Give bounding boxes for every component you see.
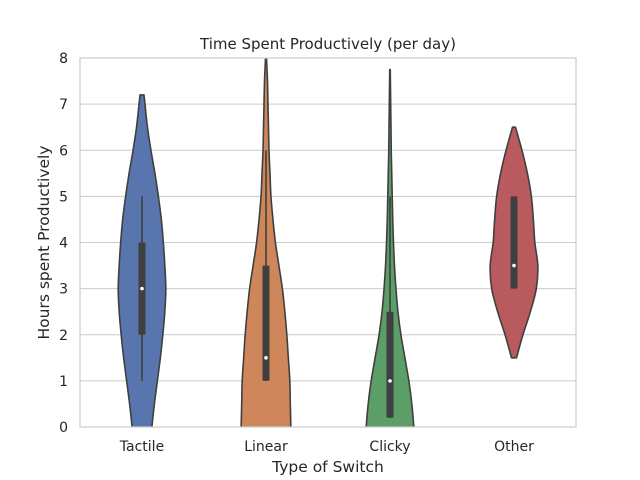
x-tick-labels: Tactile Linear Clicky Other	[119, 439, 534, 455]
median-point	[264, 356, 268, 360]
iqr-box	[510, 196, 518, 289]
plot-frame	[79, 57, 577, 428]
violin-clicky	[365, 68, 415, 427]
y-tick-label: 3	[59, 282, 68, 298]
violin-linear	[240, 58, 292, 427]
x-tick-label: Other	[494, 439, 534, 455]
y-tick-label: 8	[59, 51, 68, 67]
y-tick-label: 4	[59, 236, 68, 252]
x-tick-label: Linear	[244, 439, 288, 455]
x-tick-label: Tactile	[119, 439, 164, 455]
chart-title: Time Spent Productively (per day)	[199, 35, 456, 53]
y-tick-labels: 0 1 2 3 4 5 6 7 8	[59, 51, 68, 436]
median-point	[388, 379, 392, 383]
median-point	[512, 263, 516, 268]
y-axis-title: Hours spent Productively	[35, 146, 53, 340]
x-tick-label: Clicky	[369, 439, 410, 455]
y-tick-label: 6	[59, 143, 68, 159]
iqr-box	[386, 311, 394, 418]
y-tick-label: 0	[59, 420, 68, 436]
y-tick-label: 2	[59, 328, 68, 344]
median-point	[140, 286, 144, 291]
y-tick-label: 5	[59, 189, 68, 205]
y-tick-label: 1	[59, 374, 68, 390]
y-tick-label: 7	[59, 97, 68, 113]
violin-other	[489, 126, 539, 359]
violins	[117, 58, 539, 427]
iqr-box	[262, 265, 270, 381]
violin-tactile	[117, 94, 167, 427]
x-axis-title: Type of Switch	[271, 458, 384, 476]
